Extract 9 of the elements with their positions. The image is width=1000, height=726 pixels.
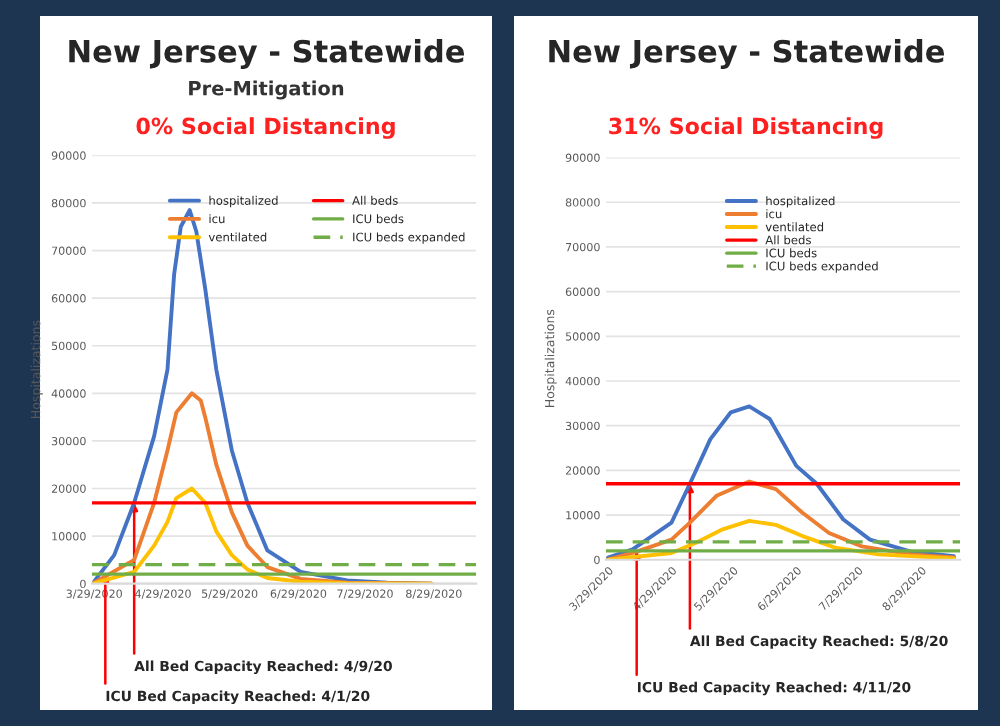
chart-title: New Jersey - Statewide — [549, 39, 944, 69]
text: Pre-Mitigation — [189, 80, 344, 100]
line-series — [92, 486, 434, 584]
chart-subtitle: 0% Social Distancing — [136, 117, 395, 139]
line-series — [606, 518, 956, 560]
chart-title: New Jersey - Statewide — [69, 39, 464, 69]
line-series — [606, 479, 956, 560]
chart-subtitle: 31% Social Distancing — [609, 117, 883, 139]
line-series — [606, 404, 956, 560]
